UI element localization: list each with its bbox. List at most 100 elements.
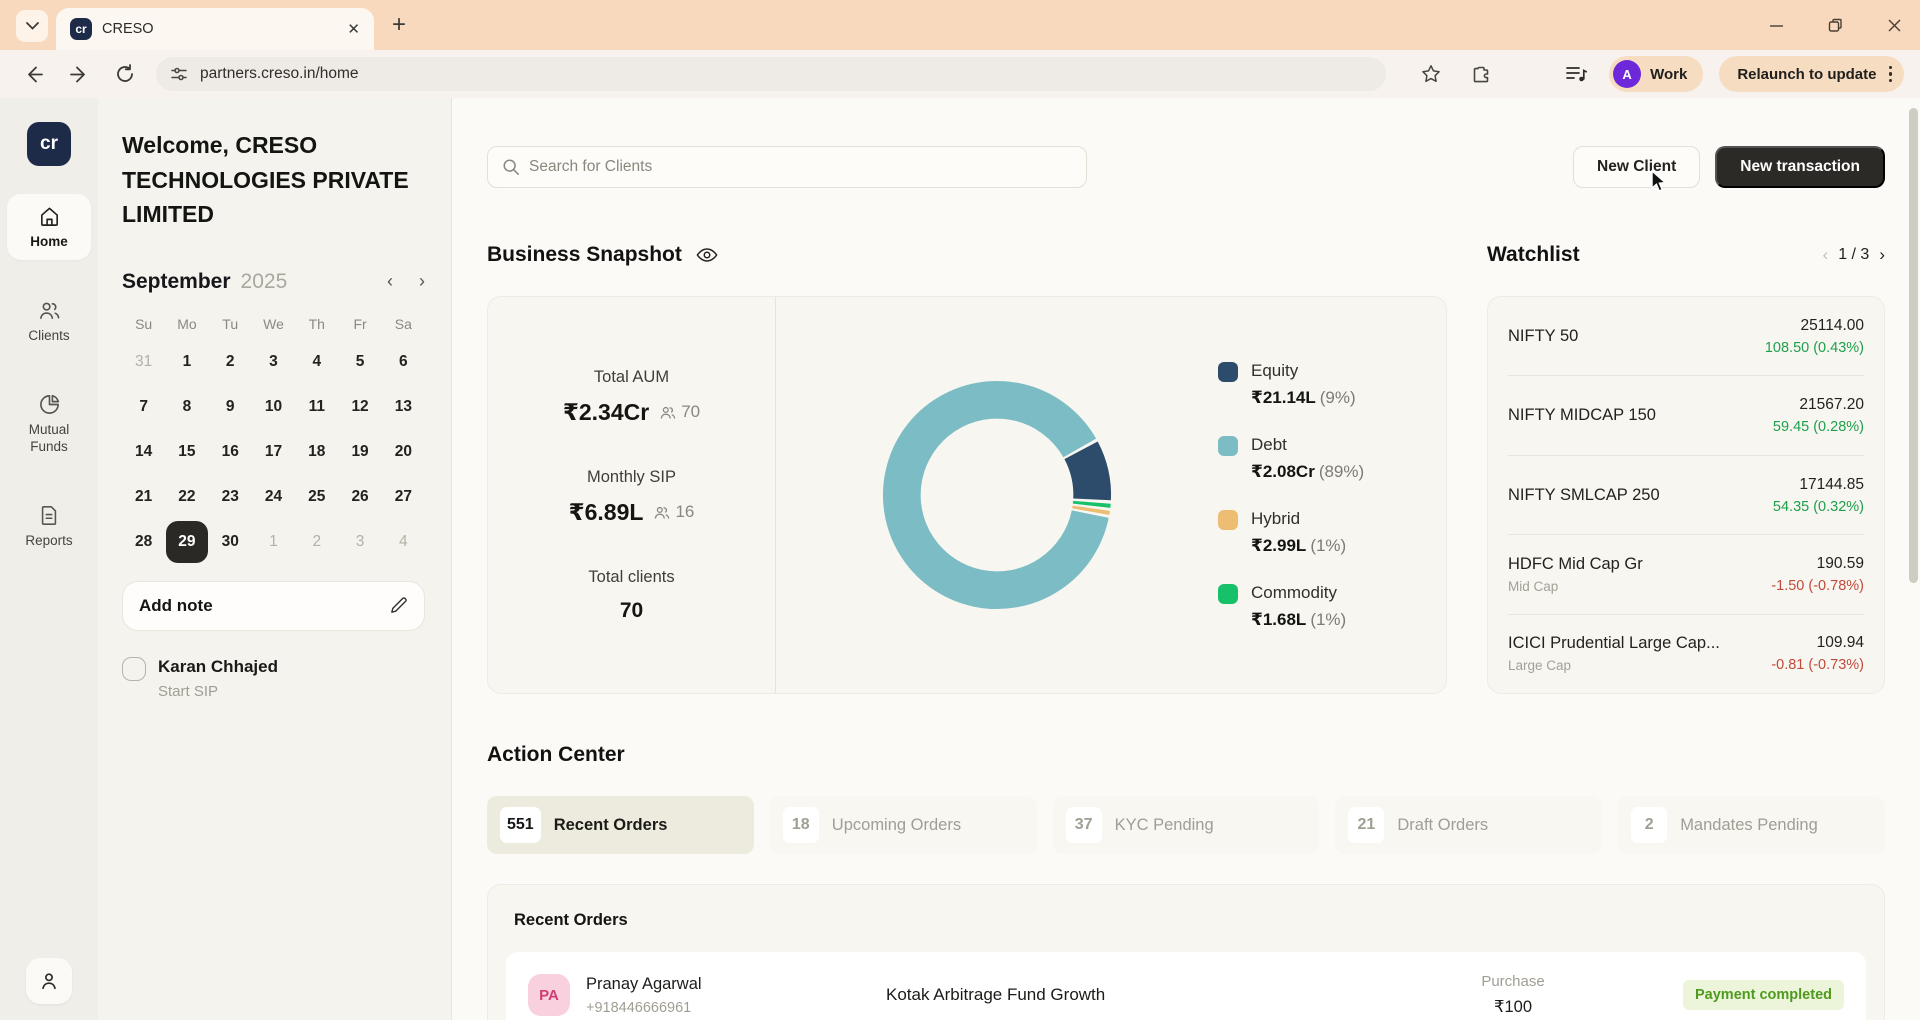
- welcome-heading: Welcome, CRESO TECHNOLOGIES PRIVATE LIMI…: [122, 132, 409, 227]
- weekday-label: Tu: [222, 315, 239, 332]
- task-checkbox[interactable]: [122, 656, 146, 681]
- browser-tab[interactable]: cr CRESO ✕: [56, 8, 374, 50]
- action-tab-mandates-pending[interactable]: 2 Mandates Pending: [1618, 796, 1885, 854]
- calendar-day[interactable]: 6: [399, 353, 408, 370]
- profile-name: Work: [1650, 65, 1688, 83]
- action-tab-upcoming-orders[interactable]: 18 Upcoming Orders: [769, 796, 1037, 854]
- new-transaction-button[interactable]: New transaction: [1715, 146, 1885, 188]
- sidebar-label-mutual-funds: Mutual Funds: [28, 421, 70, 454]
- calendar-day[interactable]: 4: [399, 533, 408, 550]
- calendar-prev-button[interactable]: ‹: [387, 271, 393, 291]
- watchlist-next-button[interactable]: ›: [1879, 245, 1885, 264]
- calendar-day[interactable]: 22: [178, 488, 196, 505]
- new-client-button[interactable]: New Client: [1573, 146, 1701, 188]
- watchlist-prev-button[interactable]: ‹: [1822, 245, 1829, 264]
- watchlist-row[interactable]: NIFTY MIDCAP 150 21567.20 59.45 (0.28%): [1508, 376, 1864, 456]
- window-restore-button[interactable]: [1828, 18, 1843, 33]
- watchlist-row[interactable]: NIFTY SMLCAP 250 17144.85 54.35 (0.32%): [1508, 456, 1864, 536]
- browser-menu-icon[interactable]: [1888, 65, 1892, 83]
- back-button[interactable]: [16, 57, 50, 91]
- extensions-icon[interactable]: [1464, 57, 1498, 91]
- site-settings-icon[interactable]: [170, 65, 188, 83]
- calendar-day[interactable]: 3: [269, 353, 278, 370]
- watchlist-row[interactable]: NIFTY 50 25114.00 108.50 (0.43%): [1508, 297, 1864, 377]
- calendar-day[interactable]: 1: [182, 353, 192, 370]
- client-search[interactable]: [487, 146, 1087, 188]
- sidebar-item-clients[interactable]: Clients: [7, 288, 91, 354]
- calendar-day[interactable]: 21: [135, 488, 153, 505]
- calendar-day[interactable]: 18: [308, 443, 326, 460]
- calendar-next-button[interactable]: ›: [419, 271, 425, 291]
- stat-value: 70: [619, 598, 644, 622]
- sidebar-label-clients: Clients: [28, 327, 70, 343]
- calendar-day[interactable]: 10: [264, 398, 283, 415]
- order-row[interactable]: PA Pranay Agarwal +918446666961 Kotak Ar…: [506, 952, 1866, 1020]
- add-note-label: Add note: [139, 595, 213, 615]
- window-close-button[interactable]: [1887, 18, 1902, 33]
- browser-profile-button[interactable]: A Work: [1609, 56, 1704, 92]
- weekday-label: Su: [135, 315, 153, 332]
- calendar-day[interactable]: 20: [394, 443, 412, 460]
- calendar-day[interactable]: 14: [135, 443, 153, 460]
- media-playlist-icon[interactable]: [1559, 57, 1593, 91]
- action-tab-draft-orders[interactable]: 21 Draft Orders: [1335, 796, 1603, 854]
- calendar-day[interactable]: 8: [182, 398, 192, 415]
- stat-total-clients: Total clients 70: [488, 568, 775, 623]
- calendar-day[interactable]: 4: [312, 353, 322, 370]
- calendar-day[interactable]: 13: [394, 398, 412, 415]
- forward-button[interactable]: [62, 57, 96, 91]
- watchlist-row[interactable]: ICICI Prudential Large Cap... Large Cap 10…: [1508, 634, 1864, 674]
- calendar-day[interactable]: 28: [135, 533, 153, 550]
- watchlist-row[interactable]: HDFC Mid Cap Gr Mid Cap 190.59 -1.50 (-0.78…: [1508, 535, 1864, 615]
- calendar-day[interactable]: 25: [308, 488, 326, 505]
- search-input[interactable]: [529, 158, 1072, 176]
- calendar-day[interactable]: 9: [225, 398, 235, 415]
- weekday-label: Sa: [394, 315, 412, 332]
- calendar-day[interactable]: 5: [355, 353, 365, 370]
- scrollbar-thumb[interactable]: [1909, 108, 1918, 583]
- calendar-grid: 31 1 2 3 4 5 6 7 8 9 10 11 12 13 14 15 16 17 18 19 20 21 22 23 2…: [122, 340, 425, 565]
- bookmark-star-icon[interactable]: [1414, 57, 1448, 91]
- new-tab-button[interactable]: +: [392, 11, 407, 38]
- calendar-day[interactable]: 23: [221, 488, 239, 505]
- weekday-label: Mo: [177, 315, 197, 332]
- relaunch-to-update-button[interactable]: Relaunch to update: [1719, 56, 1904, 92]
- calendar-day[interactable]: 29: [165, 521, 208, 563]
- reload-button[interactable]: [108, 57, 142, 91]
- calendar-day[interactable]: 1: [269, 533, 278, 550]
- action-tab-kyc-pending[interactable]: 37 KYC Pending: [1052, 796, 1320, 854]
- add-note-field[interactable]: Add note: [122, 580, 425, 631]
- donut-slice-debt: [882, 380, 1112, 610]
- address-bar[interactable]: partners.creso.in/home: [156, 57, 1386, 91]
- tab-close-icon[interactable]: ✕: [347, 21, 360, 38]
- calendar: September 2025 ‹ › Su Mo Tu We Th Fr Sa 31 1 2 3 4…: [122, 270, 425, 565]
- calendar-day[interactable]: 7: [139, 398, 148, 415]
- window-minimize-button[interactable]: [1769, 18, 1784, 33]
- calendar-day[interactable]: 12: [351, 398, 369, 415]
- recent-orders-title: Recent Orders: [514, 911, 628, 929]
- calendar-day[interactable]: 2: [312, 533, 322, 550]
- calendar-day[interactable]: 26: [351, 488, 369, 505]
- calendar-day[interactable]: 3: [355, 533, 365, 550]
- sidebar-item-reports[interactable]: Reports: [7, 493, 91, 559]
- calendar-day[interactable]: 17: [264, 443, 283, 460]
- action-tab-recent-orders[interactable]: 551 Recent Orders: [487, 796, 754, 854]
- calendar-day[interactable]: 27: [394, 488, 412, 505]
- calendar-day[interactable]: 30: [221, 533, 239, 550]
- relaunch-label: Relaunch to update: [1737, 65, 1877, 83]
- sidebar-item-home[interactable]: Home: [7, 194, 91, 260]
- calendar-day[interactable]: 19: [351, 443, 369, 460]
- calendar-day[interactable]: 16: [221, 443, 239, 460]
- tab-search-button[interactable]: [16, 10, 48, 42]
- calendar-day[interactable]: 11: [308, 398, 325, 415]
- calendar-day[interactable]: 31: [135, 353, 153, 370]
- eye-icon[interactable]: [696, 247, 718, 263]
- calendar-day[interactable]: 24: [264, 488, 283, 505]
- page-scrollbar[interactable]: [1906, 98, 1920, 1020]
- welcome-panel: Welcome, CRESO TECHNOLOGIES PRIVATE LIMI…: [98, 98, 452, 1020]
- calendar-day[interactable]: 2: [225, 353, 235, 370]
- calendar-day[interactable]: 15: [178, 443, 196, 460]
- sidebar-item-mutual-funds[interactable]: Mutual Funds: [7, 382, 91, 465]
- profile-button[interactable]: [26, 958, 72, 1004]
- snapshot-title: Business Snapshot: [487, 243, 682, 266]
